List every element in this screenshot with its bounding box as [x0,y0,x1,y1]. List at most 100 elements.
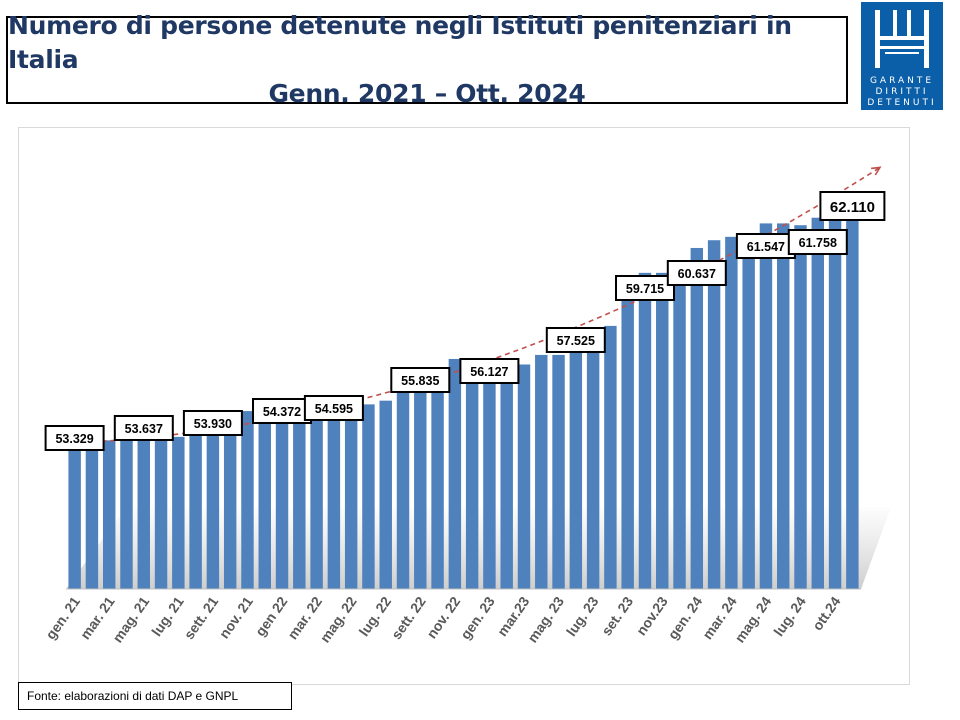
bar-14 [310,405,323,589]
bar-15 [327,411,341,589]
x-tick-label: lug. 24 [770,593,809,639]
bar-23 [465,367,479,589]
data-label-box [819,191,886,221]
bar-43 [811,217,825,589]
bar-45 [846,208,859,589]
bar-6 [172,436,185,589]
data-label-43: 61.758 [787,229,848,255]
bar-36 [690,247,704,589]
data-label-text: 60.637 [678,267,716,281]
bar-39 [742,236,755,589]
bar-9 [223,423,237,589]
bar-17 [362,404,375,589]
logo-text-line2: DIRITTI [875,87,929,97]
x-tick-label: gen. 21 [42,593,83,642]
logo-emblem-icon [875,10,929,68]
x-tick-label: nov. 21 [216,593,256,641]
bar-2 [102,440,116,589]
bar-40 [759,223,773,589]
data-label-text: 53.329 [55,432,93,446]
bar-37 [707,240,721,589]
bar-19 [396,391,410,589]
x-tick-label: mag. 24 [731,593,774,645]
data-label-text: 53.930 [194,417,232,431]
x-tick-label: gen. 24 [664,593,705,642]
x-tick-label: sett. 21 [181,593,222,642]
data-label-0: 53.329 [44,425,105,451]
bar-12 [275,417,289,589]
data-label-box [44,425,105,451]
bar-13 [293,410,306,589]
bar-8 [206,428,220,589]
bar-7 [189,433,202,589]
bar-chart: 53.329 53.637 53.930 54.372 54.595 55.835 56.1… [42,166,891,645]
bar-34 [656,272,669,589]
x-tick-label: mag. 23 [524,593,567,645]
data-label-box [787,229,848,255]
data-label-text: 54.595 [315,402,353,416]
bar-20 [414,377,427,589]
bar-44 [828,214,842,589]
data-label-text: 54.372 [263,405,301,419]
x-tick-label: mag. 21 [109,593,152,645]
bar-18 [379,400,392,589]
title-box: Numero di persone detenute negli Istitut… [6,11,848,108]
source-note: Fonte: elaborazioni di dati DAP e GNPL [18,682,292,710]
bar-24 [483,369,496,589]
data-label-8: 53.930 [182,410,243,436]
bar-10 [241,411,254,589]
chart-frame: 53.329 53.637 53.930 54.372 54.595 55.835 56.1… [18,127,910,685]
bar-32 [621,292,634,589]
x-tick-label: sett. 22 [388,593,429,642]
data-label-15: 54.595 [303,395,364,421]
bar-29 [569,331,583,589]
chart-title: Numero di persone detenute negli Istitut… [8,11,792,74]
bar-16 [344,405,358,589]
bar-27 [535,354,548,589]
data-label-box [666,260,727,286]
data-label-45: 62.110 [819,191,886,221]
bar-11 [258,423,271,589]
data-label-33: 59.715 [615,275,675,301]
data-label-box [545,327,606,353]
data-label-4: 53.637 [113,415,174,441]
bar-22 [448,358,462,589]
data-label-24: 56.127 [459,358,520,384]
x-tick-label: mag. 22 [317,593,360,645]
x-tick-label: gen. 23 [457,593,498,642]
bar-31 [604,325,617,589]
data-label-text: 61.758 [799,236,837,250]
bar-25 [500,370,513,589]
data-label-box [303,395,364,421]
bar-28 [552,354,565,589]
bar-0 [68,445,81,589]
data-label-box [459,358,520,384]
bar-33 [638,272,652,589]
logo-text-line1: GARANTE [869,76,935,86]
data-label-box [182,410,243,436]
bar-1 [85,435,99,589]
data-label-text: 59.715 [626,282,664,296]
data-label-box [113,415,174,441]
x-tick-label: ott.24 [809,593,844,633]
bar-3 [120,437,133,589]
data-label-36: 60.637 [666,260,727,286]
x-tick-label: set. 23 [598,593,636,638]
data-label-text: 56.127 [470,365,508,379]
bar-21 [431,377,444,589]
bar-35 [673,260,686,589]
x-tick-label: lug. 23 [563,593,602,639]
bar-41 [777,223,790,589]
trendline-arrow-icon [871,166,882,176]
bar-5 [154,436,168,589]
bar-4 [137,436,150,589]
data-label-40: 61.547 [735,233,796,259]
chart-subtitle: Genn. 2021 – Ott. 2024 [268,79,586,108]
data-label-text: 53.637 [125,422,163,436]
data-label-text: 62.110 [830,199,875,216]
data-label-text: 61.547 [747,240,785,254]
bar-38 [725,236,738,589]
bar-30 [586,331,600,589]
data-label-20: 55.835 [390,367,451,393]
bar-42 [794,225,807,589]
